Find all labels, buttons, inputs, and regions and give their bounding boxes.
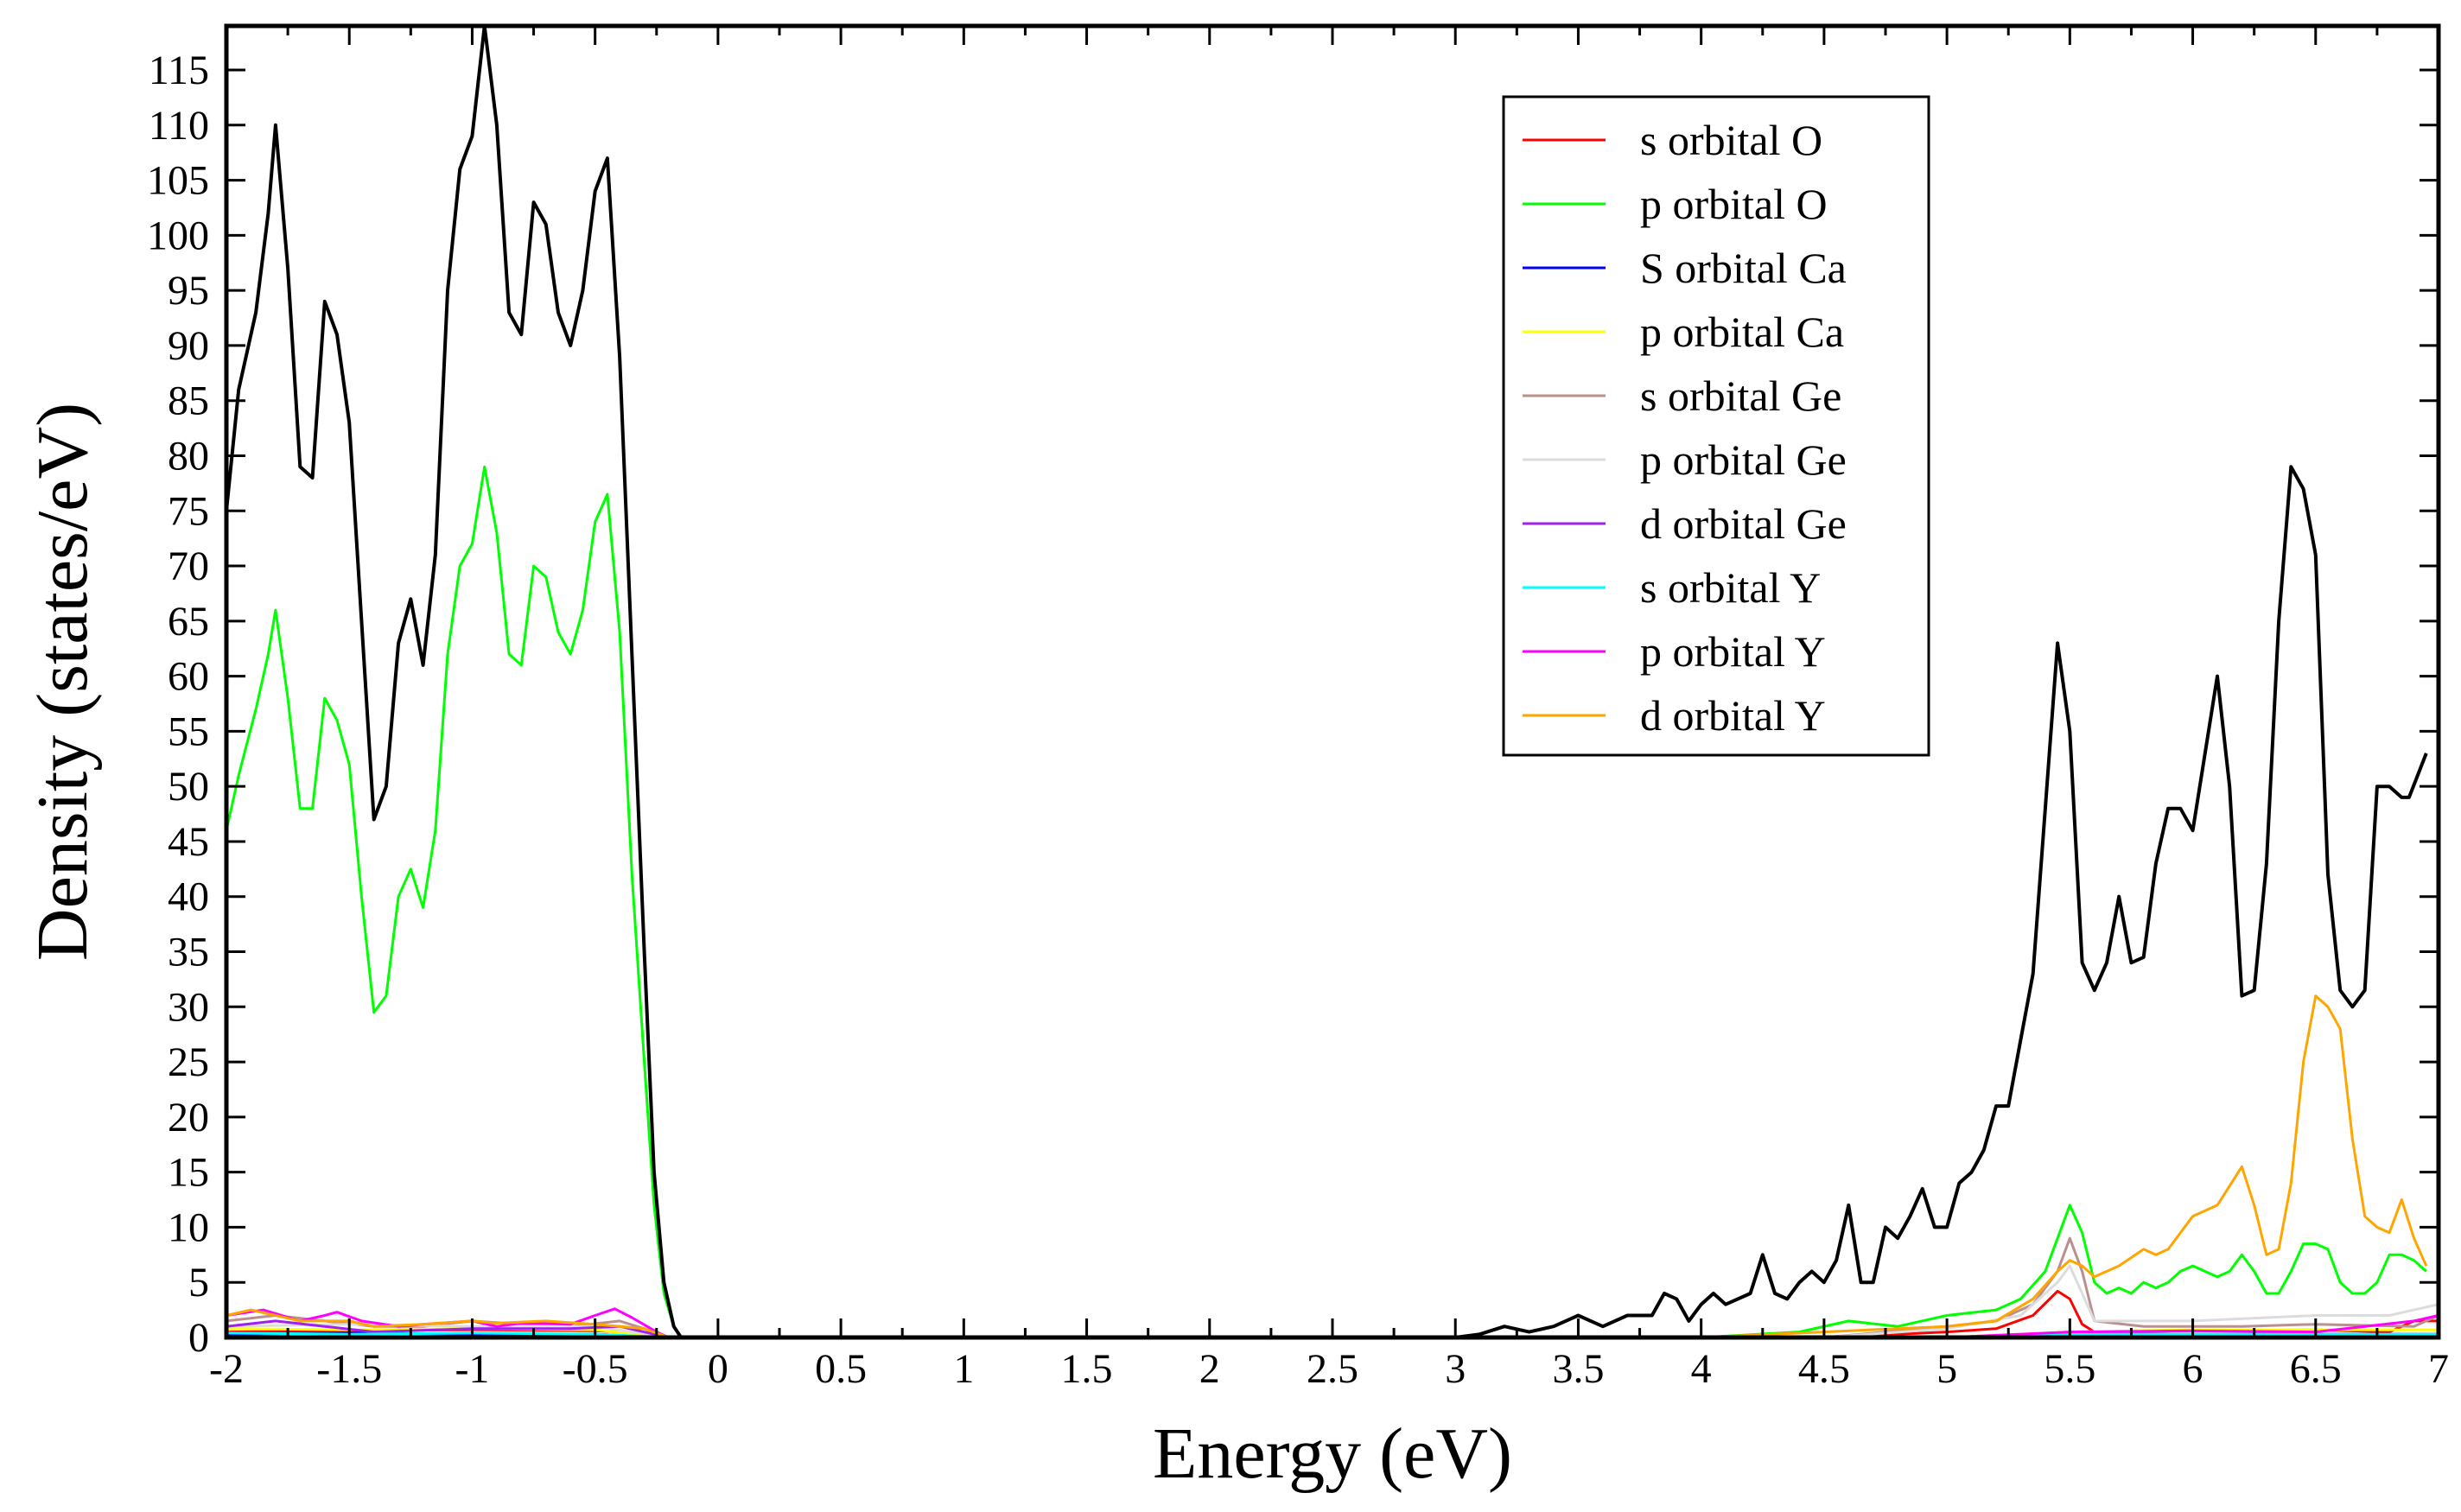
legend-label-s-orbital-ge: s orbital Ge bbox=[1640, 372, 1841, 420]
legend: s orbital O p orbital O S orbital Ca p orbi… bbox=[1502, 95, 1930, 757]
y-tick-label: 115 bbox=[149, 48, 209, 93]
x-tick-label: -1 bbox=[455, 1346, 489, 1392]
y-tick-label: 35 bbox=[168, 930, 209, 975]
x-tick-label: 0 bbox=[708, 1346, 728, 1392]
x-tick-label: -1.5 bbox=[316, 1346, 382, 1392]
y-tick-label: 65 bbox=[168, 599, 209, 645]
x-tick-label: 5 bbox=[1936, 1346, 1957, 1392]
x-tick-label: 1.5 bbox=[1061, 1346, 1113, 1392]
series-line-total bbox=[225, 24, 2428, 1339]
series-line-p-orbital-y bbox=[226, 1307, 2439, 1339]
x-tick-label: -2 bbox=[209, 1346, 244, 1392]
x-tick-label: 6.5 bbox=[2290, 1346, 2342, 1392]
legend-label-d-orbital-y: d orbital Y bbox=[1640, 691, 1826, 740]
ticks-layer: -2 -1.5 -1 -0.5 0 0.5 1 1.5 2 2.5 3 3.5 4 4.5 5 5.5 6 6.5… bbox=[147, 26, 2449, 1392]
y-axis-title: Density (states/eV) bbox=[22, 403, 103, 961]
y-tick-label: 105 bbox=[147, 158, 209, 204]
y-tick-label: 15 bbox=[168, 1150, 209, 1196]
legend-label-p-orbital-o: p orbital O bbox=[1640, 180, 1828, 228]
x-tick-label: 2 bbox=[1199, 1346, 1220, 1392]
y-tick-label: 95 bbox=[168, 268, 209, 314]
legend-label-p-orbital-ge: p orbital Ge bbox=[1640, 435, 1847, 484]
x-tick-label: 1 bbox=[953, 1346, 974, 1392]
y-tick-label: 85 bbox=[168, 378, 209, 424]
x-tick-label: 4 bbox=[1691, 1346, 1712, 1392]
series-line-p-orbital-ge bbox=[226, 1264, 2439, 1339]
y-tick-label: 100 bbox=[147, 213, 209, 258]
legend-box bbox=[1502, 95, 1930, 757]
y-tick-label: 5 bbox=[188, 1260, 209, 1306]
y-tick-label: 20 bbox=[168, 1095, 209, 1140]
y-tick-label: 110 bbox=[149, 103, 209, 149]
x-tick-label: 2.5 bbox=[1307, 1346, 1358, 1392]
x-tick-label: 3.5 bbox=[1552, 1346, 1604, 1392]
y-tick-label: 50 bbox=[168, 764, 209, 810]
legend-label-s-orbital-o: s orbital O bbox=[1640, 116, 1822, 164]
x-tick-label: 7 bbox=[2428, 1346, 2449, 1392]
legend-items: s orbital O p orbital O S orbital Ca p orbi… bbox=[1523, 116, 1847, 740]
y-tick-label: 75 bbox=[168, 488, 209, 534]
y-tick-label: 55 bbox=[168, 708, 209, 754]
x-tick-label: 4.5 bbox=[1798, 1346, 1850, 1392]
legend-label-d-orbital-ge: d orbital Ge bbox=[1640, 499, 1847, 548]
y-tick-label: 80 bbox=[168, 433, 209, 479]
x-tick-label: -0.5 bbox=[563, 1346, 628, 1392]
y-tick-label: 40 bbox=[168, 874, 209, 920]
series-line-d-orbital-y bbox=[226, 994, 2428, 1339]
legend-label-p-orbital-y: p orbital Y bbox=[1640, 627, 1826, 676]
y-tick-label: 0 bbox=[188, 1315, 209, 1361]
y-tick-label: 70 bbox=[168, 543, 209, 589]
y-tick-label: 90 bbox=[168, 323, 209, 369]
x-tick-label: 5.5 bbox=[2044, 1346, 2095, 1392]
x-tick-label: 0.5 bbox=[815, 1346, 867, 1392]
y-tick-label: 10 bbox=[168, 1204, 209, 1250]
legend-label-p-orbital-ca: p orbital Ca bbox=[1640, 308, 1844, 356]
y-tick-label: 45 bbox=[168, 819, 209, 865]
legend-label-s-orbital-ca: S orbital Ca bbox=[1640, 244, 1847, 292]
x-tick-label: 6 bbox=[2183, 1346, 2203, 1392]
y-tick-label: 30 bbox=[168, 984, 209, 1030]
y-tick-label: 60 bbox=[168, 654, 209, 700]
y-tick-label: 25 bbox=[168, 1039, 209, 1085]
x-tick-label: 3 bbox=[1445, 1346, 1466, 1392]
x-axis-title: Energy (eV) bbox=[1153, 1414, 1512, 1494]
legend-label-s-orbital-y: s orbital Y bbox=[1640, 563, 1821, 612]
